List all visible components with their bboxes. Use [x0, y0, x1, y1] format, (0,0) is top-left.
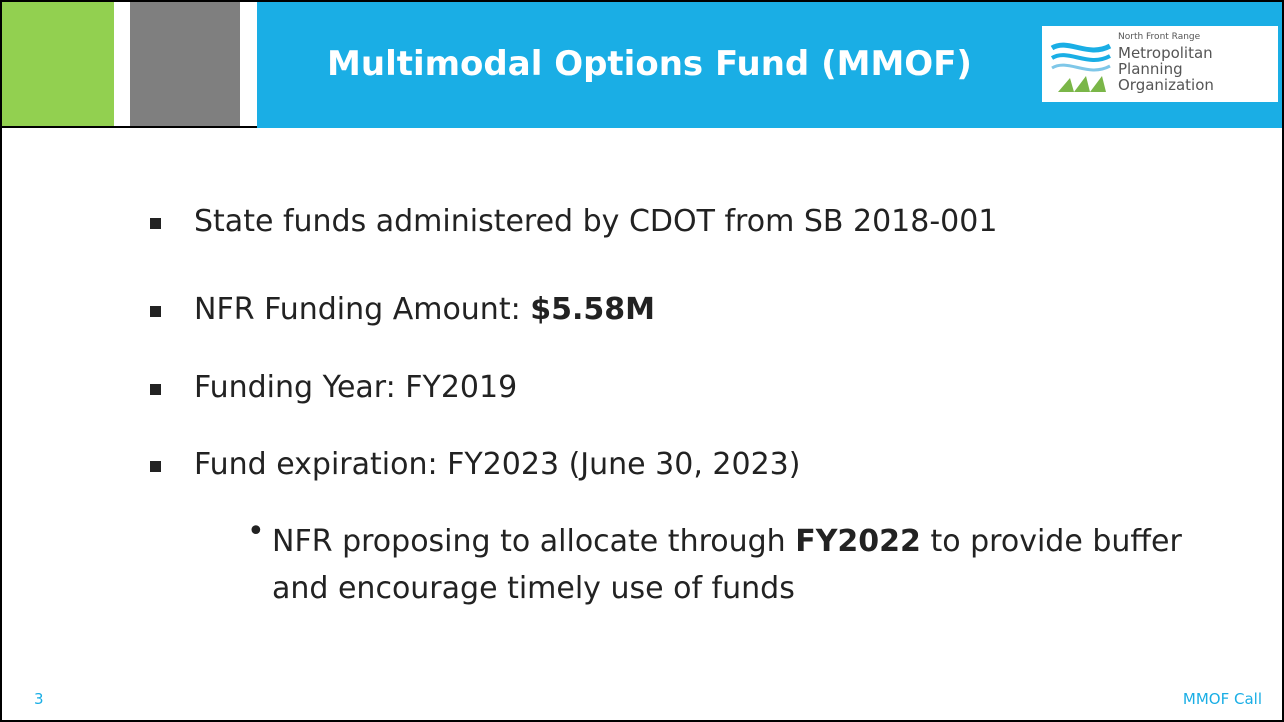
logo-mark — [1050, 42, 1112, 92]
header-rule — [2, 126, 258, 128]
logo-line: Organization — [1118, 76, 1214, 94]
green-block — [2, 2, 114, 126]
logo: North Front Range Metropolitan Planning … — [1042, 26, 1278, 102]
page-number: 3 — [34, 690, 44, 708]
bullet: Fund expiration: FY2023 (June 30, 2023) — [194, 447, 801, 482]
bullet: NFR Funding Amount: $5.58M — [194, 292, 655, 327]
bullet: Funding Year: FY2019 — [194, 370, 518, 405]
logo-line: Metropolitan — [1118, 44, 1213, 62]
title: Multimodal Options Fund (MMOF) — [327, 44, 972, 84]
bullet-marker — [150, 218, 161, 229]
logo-line: Planning — [1118, 60, 1183, 78]
footer-label: MMOF Call — [1182, 690, 1262, 708]
bullet: State funds administered by CDOT from SB… — [194, 204, 998, 239]
bullet-marker — [150, 461, 161, 472]
sub-bullet: NFR proposing to allocate through FY2022… — [272, 524, 1192, 606]
sub-bullet-marker: • — [247, 514, 265, 549]
gray-block — [130, 2, 240, 126]
bullet-marker — [150, 306, 161, 317]
bullet-marker — [150, 384, 161, 395]
logo-small: North Front Range — [1118, 32, 1201, 42]
